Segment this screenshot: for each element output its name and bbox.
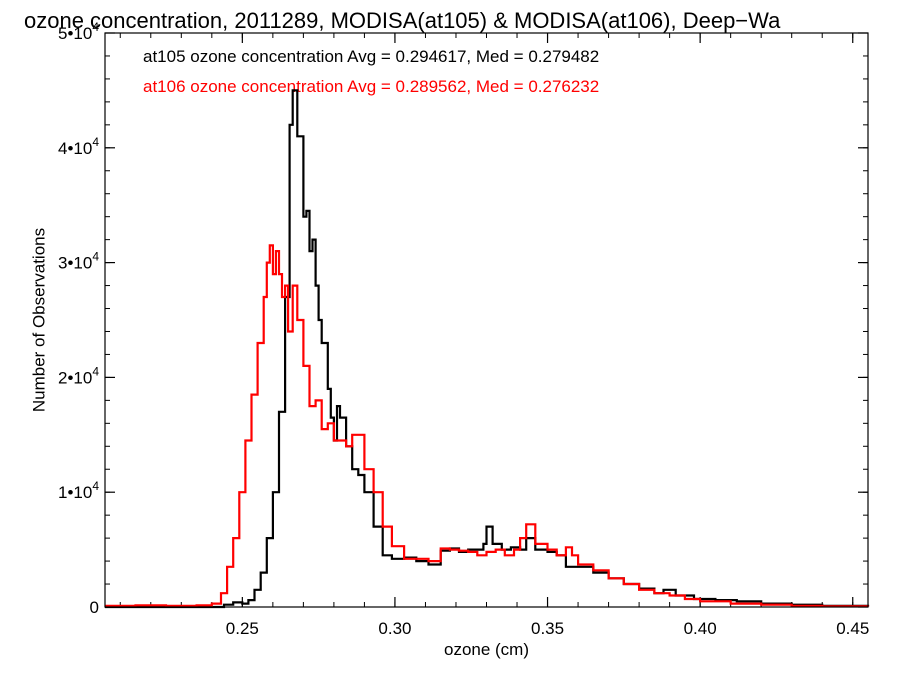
- legend-entry-at105: at105 ozone concentration Avg = 0.294617…: [143, 47, 599, 66]
- x-tick-label: 0.45: [836, 619, 869, 638]
- y-tick-base: 1•10: [58, 483, 92, 502]
- axis-ticks: 0.25 0.30 0.35 0.40 0.4501•1042•1043•1044•10…: [58, 20, 869, 638]
- y-tick-label: 3•104: [58, 250, 99, 273]
- plot-frame: [104, 32, 869, 608]
- y-tick-base: 2•10: [58, 368, 92, 387]
- y-tick-label: 5•104: [58, 20, 99, 43]
- x-tick-label: 0.30: [378, 619, 411, 638]
- y-tick-base: 4•10: [58, 139, 92, 158]
- y-tick-label: 4•104: [58, 135, 99, 158]
- y-tick-label: 2•104: [58, 364, 99, 387]
- legend-entry-at106: at106 ozone concentration Avg = 0.289562…: [143, 77, 599, 96]
- y-axis-label: Number of Observations: [29, 228, 48, 412]
- y-tick-label: 1•104: [58, 479, 99, 502]
- x-tick-label: 0.40: [684, 619, 717, 638]
- series-line-at106: [105, 244, 870, 608]
- x-tick-label: 0.25: [226, 619, 259, 638]
- y-tick-base: 3•10: [58, 254, 92, 273]
- y-tick-base: 0: [90, 598, 99, 617]
- y-tick-exponent: 4: [92, 135, 99, 149]
- y-tick-label: 0: [90, 598, 99, 617]
- data-series: [105, 89, 870, 609]
- series-line-at105: [105, 89, 870, 609]
- x-axis-label: ozone (cm): [444, 640, 529, 659]
- chart-title: ozone concentration, 2011289, MODISA(at1…: [24, 8, 781, 33]
- y-tick-exponent: 4: [92, 479, 99, 493]
- y-tick-exponent: 4: [92, 250, 99, 264]
- y-tick-base: 5•10: [58, 24, 92, 43]
- x-tick-label: 0.35: [531, 619, 564, 638]
- y-tick-exponent: 4: [92, 20, 99, 34]
- y-tick-exponent: 4: [92, 364, 99, 378]
